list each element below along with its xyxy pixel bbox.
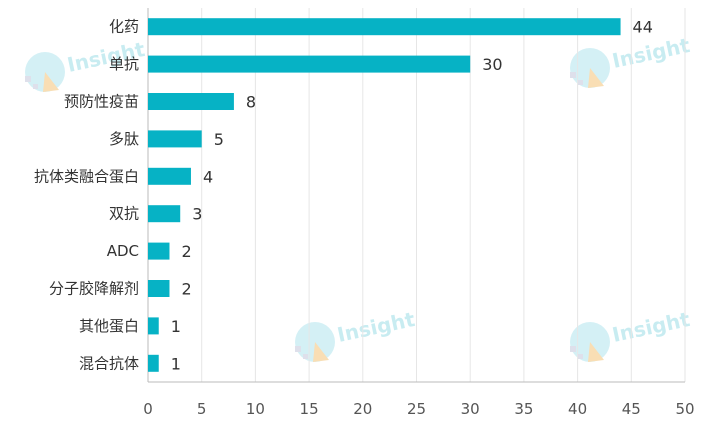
- x-tick-label: 10: [246, 400, 265, 418]
- x-tick-label: 5: [197, 400, 207, 418]
- value-label: 44: [633, 18, 653, 37]
- category-label: 多肽: [109, 130, 139, 148]
- bar: [148, 55, 471, 73]
- x-tick-label: 40: [568, 400, 587, 418]
- bar: [148, 280, 170, 297]
- watermark-logo-block: [570, 72, 576, 78]
- value-label: 1: [171, 354, 181, 373]
- category-label: 化药: [109, 18, 139, 36]
- watermark-logo-accent: [588, 68, 604, 88]
- value-label: 2: [181, 242, 191, 261]
- x-tick-label: 50: [675, 400, 694, 418]
- watermark-logo-block: [295, 346, 301, 352]
- x-tick-label: 35: [514, 400, 533, 418]
- category-label: 混合抗体: [79, 354, 139, 372]
- value-label: 2: [181, 280, 191, 299]
- value-label: 30: [482, 55, 502, 74]
- watermark-text: Insight: [335, 307, 417, 347]
- watermark-logo-block: [303, 354, 308, 359]
- x-tick-label: 20: [353, 400, 372, 418]
- x-tick-label: 30: [461, 400, 480, 418]
- bar: [148, 354, 159, 372]
- watermark-logo-block: [25, 76, 31, 82]
- value-label: 1: [171, 317, 181, 336]
- watermark-logo-accent: [313, 342, 329, 362]
- bar: [148, 130, 202, 148]
- x-tick-label: 15: [300, 400, 319, 418]
- watermark-logo-block: [578, 354, 583, 359]
- category-label: 双抗: [109, 205, 139, 223]
- value-label: 3: [192, 205, 202, 224]
- category-label: 其他蛋白: [79, 317, 139, 335]
- bar: [148, 242, 170, 260]
- x-tick-label: 0: [143, 400, 153, 418]
- x-tick-labels: 0 5 10 15 20 25 30 35 40 45 50: [143, 400, 694, 418]
- category-label: 分子胶降解剂: [49, 280, 139, 298]
- bar: [148, 167, 191, 185]
- watermark-text: Insight: [610, 33, 692, 73]
- bar: [148, 205, 181, 223]
- watermark-logo-block: [578, 80, 583, 85]
- watermark-3: Insight: [295, 307, 417, 362]
- bar: [148, 93, 234, 110]
- category-label: 预防性疫苗: [64, 93, 139, 111]
- bar: [148, 18, 621, 36]
- value-label: 5: [214, 130, 224, 149]
- bars: [148, 18, 621, 372]
- watermark-logo-block: [33, 84, 38, 89]
- value-label: 8: [246, 93, 256, 112]
- category-label: 抗体类融合蛋白: [34, 167, 139, 185]
- value-label: 4: [203, 167, 213, 186]
- category-label: 单抗: [109, 55, 139, 73]
- x-tick-label: 25: [407, 400, 426, 418]
- watermark-logo-accent: [588, 342, 604, 362]
- watermark-logo-block: [570, 346, 576, 352]
- watermark-text: Insight: [610, 307, 692, 347]
- category-label: ADC: [107, 242, 139, 260]
- x-tick-label: 45: [622, 400, 641, 418]
- bar: [148, 317, 159, 335]
- watermark-logo-accent: [43, 72, 59, 92]
